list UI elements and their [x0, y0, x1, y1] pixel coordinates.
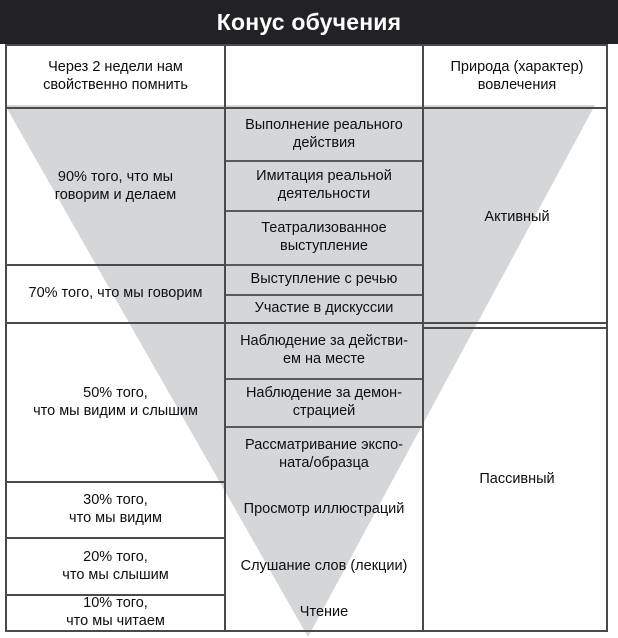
- column-divider-1: [224, 46, 226, 630]
- retention-70-line1: 70% того, что мы говорим: [28, 285, 203, 302]
- retention-20-line1: 20% того,: [83, 548, 148, 565]
- activity-row-1: Выполнение реального действия: [226, 109, 422, 160]
- header-engagement-line1: Природа (характер): [450, 58, 584, 75]
- header-retention-line2: свойственно помнить: [43, 76, 188, 93]
- header-row-divider: [7, 107, 606, 109]
- header-cell-activity: [226, 46, 422, 107]
- activity-divider-3: [226, 264, 422, 266]
- engagement-passive-label: Пассивный: [479, 470, 555, 487]
- activity-divider-4: [226, 294, 422, 296]
- retention-10-line1: 10% того,: [83, 595, 148, 612]
- activity-divider-7: [226, 426, 422, 428]
- retention-30-line1: 30% того,: [83, 492, 148, 509]
- activity-1-line1: Выполнение реального: [245, 116, 403, 133]
- header-cell-engagement: Природа (характер) вовлечения: [424, 46, 610, 107]
- activity-7-line2: страцией: [292, 403, 356, 419]
- activity-divider-2: [226, 210, 422, 212]
- activity-1-line2: действия: [292, 134, 356, 151]
- activity-divider-1: [226, 160, 422, 162]
- activity-4-line1: Выступление с речью: [250, 271, 398, 288]
- activity-row-5: Участие в дискуссии: [226, 296, 422, 322]
- activity-6-line2: ем на месте: [282, 351, 365, 367]
- activity-3-line1: Театрализованное: [261, 220, 387, 237]
- activity-row-4: Выступление с речью: [226, 266, 422, 294]
- activity-9-line1: Просмотр иллюстраций: [243, 501, 405, 518]
- retention-row-30: 30% того, что мы видим: [7, 483, 224, 537]
- activity-row-2: Имитация реальной деятельности: [226, 162, 422, 210]
- engagement-divider: [424, 327, 606, 329]
- activity-5-line1: Участие в дискуссии: [254, 300, 394, 317]
- retention-row-90: 90% того, что мы говорим и делаем: [7, 109, 224, 264]
- retention-20-line2: что мы слышим: [62, 566, 169, 583]
- retention-divider-20-10: [7, 594, 224, 596]
- column-divider-2: [422, 46, 424, 630]
- title-banner: Конус обучения: [0, 0, 618, 44]
- activity-row-9: Просмотр иллюстраций: [226, 483, 422, 537]
- retention-divider-50-30: [7, 481, 224, 483]
- activity-row-10: Слушание слов (лекции): [226, 539, 422, 594]
- retention-divider-30-20: [7, 537, 224, 539]
- activity-row-6: Наблюдение за действи- ем на месте: [226, 324, 422, 378]
- header-retention-line1: Через 2 недели нам: [48, 58, 183, 75]
- engagement-active: Активный: [424, 109, 610, 327]
- activity-2-line1: Имитация реальной: [256, 168, 392, 185]
- retention-90-line1: 90% того, что мы: [57, 168, 174, 185]
- activity-3-line2: выступление: [280, 238, 368, 254]
- retention-30-line2: что мы видим: [69, 510, 162, 526]
- activity-6-line1: Наблюдение за действи-: [240, 333, 408, 350]
- retention-50-line2: что мы видим и слышим: [33, 402, 198, 419]
- retention-row-50: 50% того, что мы видим и слышим: [7, 324, 224, 481]
- retention-90-line2: говорим и делаем: [54, 186, 177, 203]
- retention-row-20: 20% того, что мы слышим: [7, 539, 224, 594]
- header-cell-retention: Через 2 недели нам свойственно помнить: [7, 46, 224, 107]
- activity-7-line1: Наблюдение за демон-: [245, 385, 403, 402]
- activity-row-3: Театрализованное выступление: [226, 212, 422, 264]
- activity-11-line1: Чтение: [299, 604, 349, 621]
- retention-10-line2: что мы читаем: [66, 613, 165, 629]
- header-engagement-line2: вовлечения: [477, 76, 557, 93]
- page-title: Конус обучения: [216, 8, 402, 35]
- retention-divider-70-50: [7, 322, 606, 324]
- activity-divider-6: [226, 378, 422, 380]
- engagement-passive: Пассивный: [424, 329, 610, 630]
- activity-8-line2: ната/образца: [279, 454, 369, 471]
- activity-row-7: Наблюдение за демон- страцией: [226, 380, 422, 426]
- retention-row-10: 10% того, что мы читаем: [7, 595, 224, 630]
- retention-row-70: 70% того, что мы говорим: [7, 266, 224, 322]
- activity-10-line1: Слушание слов (лекции): [240, 557, 408, 574]
- engagement-active-label: Активный: [484, 209, 550, 226]
- activity-8-line1: Рассматривание экспо-: [245, 436, 403, 453]
- activity-row-11: Чтение: [226, 596, 422, 630]
- retention-50-line1: 50% того,: [83, 384, 148, 401]
- activity-row-8: Рассматривание экспо- ната/образца: [226, 428, 422, 481]
- cone-table: Через 2 недели нам свойственно помнить П…: [5, 44, 608, 632]
- activity-2-line2: деятельности: [277, 186, 371, 202]
- retention-divider-90-70: [7, 264, 224, 266]
